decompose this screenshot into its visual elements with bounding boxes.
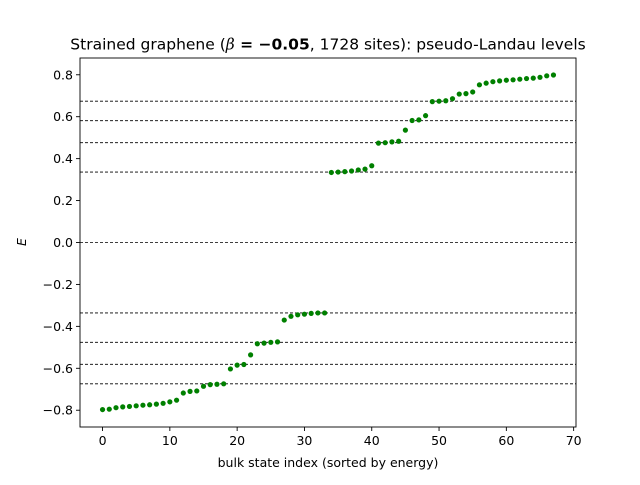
- x-axis-ticks: 0 10 20 30 40 50 60 70: [99, 427, 582, 448]
- data-point: [523, 75, 530, 82]
- y-tick-label: −0.2: [43, 277, 73, 292]
- data-point: [449, 96, 456, 102]
- data-point: [322, 310, 328, 316]
- x-tick-label: 60: [498, 433, 514, 448]
- data-point: [402, 127, 408, 133]
- y-tick-label: 0.8: [53, 67, 73, 82]
- data-point: [375, 140, 382, 146]
- data-point: [315, 310, 321, 316]
- data-point: [261, 340, 267, 346]
- y-tick-label: 0.4: [53, 151, 73, 166]
- x-tick-label: 0: [99, 433, 107, 448]
- data-point: [483, 80, 489, 86]
- data-point: [301, 311, 308, 317]
- y-tick-label: 0.6: [53, 109, 73, 124]
- data-point: [436, 98, 442, 104]
- data-point: [328, 169, 334, 176]
- data-point: [308, 310, 314, 316]
- data-point: [194, 388, 200, 394]
- data-point: [126, 403, 133, 410]
- data-point: [510, 77, 516, 83]
- data-point: [167, 399, 173, 405]
- data-point: [470, 89, 476, 95]
- data-point: [221, 381, 227, 387]
- y-tick-label: 0.2: [53, 193, 73, 208]
- x-tick-label: 40: [364, 433, 380, 448]
- data-point: [476, 82, 483, 88]
- x-axis-label: bulk state index (sorted by energy): [218, 455, 439, 470]
- data-point: [369, 163, 375, 169]
- data-point: [456, 91, 462, 97]
- data-point: [268, 339, 274, 345]
- data-point: [173, 397, 180, 403]
- data-point: [422, 113, 429, 119]
- data-point: [544, 73, 550, 79]
- data-point: [530, 75, 536, 81]
- data-point: [153, 401, 159, 407]
- x-tick-label: 20: [229, 433, 245, 448]
- y-tick-label: −0.4: [43, 319, 73, 334]
- data-point: [443, 98, 449, 104]
- data-point: [389, 139, 395, 145]
- data-point: [241, 361, 247, 368]
- y-tick-label: −0.6: [43, 361, 73, 376]
- data-point: [537, 74, 543, 80]
- data-point: [187, 388, 193, 394]
- data-point: [207, 382, 213, 388]
- data-point: [355, 167, 361, 173]
- data-points: [99, 72, 557, 413]
- data-point: [416, 117, 422, 123]
- data-point: [214, 381, 220, 387]
- data-point: [227, 366, 234, 372]
- data-point: [160, 400, 166, 406]
- data-point: [234, 362, 240, 368]
- data-point: [133, 403, 139, 409]
- reference-lines: [80, 100, 576, 385]
- data-point: [120, 404, 126, 410]
- data-point: [140, 402, 146, 408]
- data-point: [147, 402, 153, 408]
- y-tick-label: 0.0: [53, 235, 73, 250]
- x-tick-label: 30: [296, 433, 312, 448]
- y-axis-label: E: [14, 238, 29, 246]
- data-point: [288, 313, 294, 319]
- chart-title-beta-value: = −0.05: [235, 36, 310, 54]
- data-point: [463, 91, 469, 97]
- data-point: [348, 168, 355, 174]
- data-point: [254, 341, 260, 347]
- x-tick-label: 50: [431, 433, 447, 448]
- data-point: [180, 390, 186, 396]
- data-point: [490, 79, 496, 85]
- data-point: [429, 99, 435, 105]
- data-point: [362, 166, 368, 172]
- data-point: [106, 406, 112, 412]
- y-axis-ticks: −0.8 −0.6 −0.4 −0.2 0.0 0.2 0.4 0.6 0.8: [43, 67, 80, 418]
- data-point: [335, 169, 341, 175]
- data-point: [281, 317, 287, 323]
- data-point: [274, 339, 281, 345]
- chart-title-beta-symbol: β: [225, 36, 235, 54]
- data-point: [497, 78, 503, 84]
- chart-title-prefix: Strained graphene (: [70, 36, 225, 54]
- chart-title: Strained graphene (β = −0.05, 1728 sites…: [70, 36, 585, 54]
- data-point: [200, 383, 207, 389]
- data-point: [342, 169, 348, 175]
- data-point: [382, 140, 388, 146]
- data-point: [517, 76, 523, 82]
- data-point: [550, 72, 557, 78]
- x-tick-label: 10: [162, 433, 178, 448]
- data-point: [99, 406, 106, 413]
- data-point: [396, 138, 402, 144]
- chart-title-suffix: , 1728 sites): pseudo-Landau levels: [310, 36, 586, 54]
- x-tick-label: 70: [566, 433, 582, 448]
- data-point: [409, 117, 415, 124]
- data-point: [113, 405, 119, 411]
- data-point: [295, 312, 301, 318]
- data-point: [248, 352, 254, 358]
- data-point: [503, 77, 509, 83]
- y-tick-label: −0.8: [43, 403, 73, 418]
